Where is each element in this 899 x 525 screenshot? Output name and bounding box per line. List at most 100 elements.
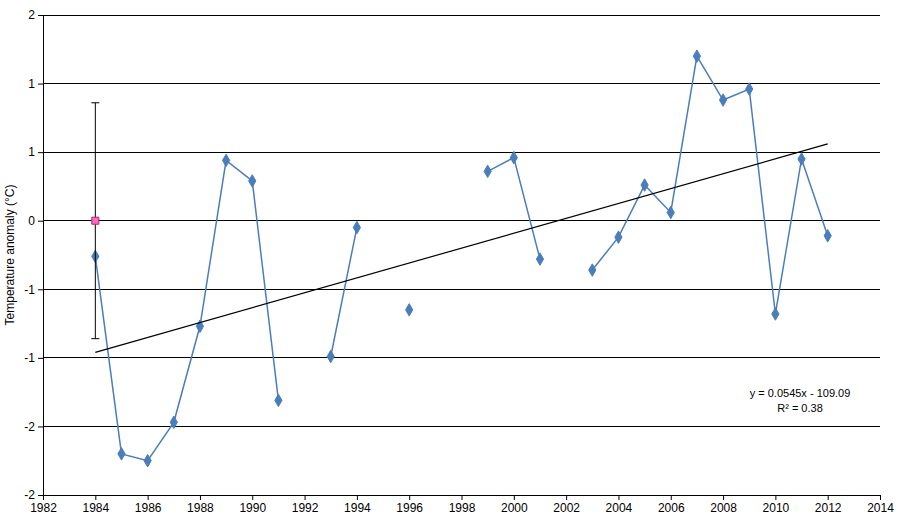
data-point [144,454,151,466]
x-tick: 1990 [239,495,266,515]
y-tick-label: 1 [28,145,35,159]
x-tick-label: 1994 [344,501,371,515]
x-axis: 1982 1984 1986 1988 1990 1992 1994 1996 1998 2000… [30,495,894,515]
y-axis: -2 -2 -1 -1 0 1 1 2 [24,8,43,502]
x-tick-mark [305,495,306,500]
y-tick-label: 0 [28,214,35,228]
x-tick: 2000 [501,495,528,515]
x-tick: 1996 [396,495,423,515]
x-tick-mark [723,495,724,500]
annotation: y = 0.0545x - 109.09 [750,387,851,399]
x-tick-mark [775,495,776,500]
data-point [353,221,360,233]
y-tick-mark [38,221,43,222]
x-tick: 1994 [344,495,371,515]
x-tick-label: 1988 [187,501,214,515]
x-tick-label: 2006 [658,501,685,515]
x-tick-mark [95,495,96,500]
data-point [772,308,779,320]
data-point [222,154,229,166]
x-tick: 2002 [553,495,580,515]
y-tick: -1 [24,351,43,365]
x-tick-label: 2000 [501,501,528,515]
x-tick-label: 1998 [449,501,476,515]
chart: 1982 1984 1986 1988 1990 1992 1994 1996 1998 2000… [0,0,899,525]
y-tick: 1 [28,77,43,91]
y-tick-label: -2 [24,420,35,434]
x-tick-label: 2008 [710,501,737,515]
annotation: R² = 0.38 [777,402,823,414]
x-tick: 2014 [867,495,894,515]
x-tick-mark [409,495,410,500]
x-tick-label: 1982 [30,501,57,515]
x-tick-mark [252,495,253,500]
trend-line [95,144,827,352]
data-point [249,175,256,187]
y-tick-label: -1 [24,351,35,365]
x-tick-mark [200,495,201,500]
grid-line [43,15,880,16]
y-tick: 0 [28,214,43,228]
x-tick-label: 2012 [815,501,842,515]
x-tick: 2008 [710,495,737,515]
y-tick-mark [38,289,43,290]
y-tick-label: -2 [24,488,35,502]
x-tick-label: 1984 [82,501,109,515]
x-tick: 1992 [292,495,319,515]
data-point [589,264,596,276]
x-tick: 2012 [815,495,842,515]
grid-line [43,426,880,427]
x-tick-mark [43,495,44,500]
grid [43,15,880,495]
x-tick-label: 2004 [606,501,633,515]
data-point [719,94,726,106]
error-bar-cap [91,102,99,103]
y-tick: -1 [24,283,43,297]
grid-line [43,83,880,84]
x-tick-mark [828,495,829,500]
data-point [510,151,517,163]
x-tick-label: 1986 [135,501,162,515]
data-point [667,206,674,218]
data-point [170,416,177,428]
data-point [275,394,282,406]
x-tick-mark [618,495,619,500]
y-tick: 1 [28,145,43,159]
y-tick-label: 2 [28,8,35,22]
x-tick-mark [671,495,672,500]
y-tick-mark [38,152,43,153]
data-point [406,304,413,316]
x-tick: 2010 [763,495,790,515]
x-tick: 1988 [187,495,214,515]
grid-line [43,152,880,153]
x-tick: 2004 [606,495,633,515]
data-point [118,448,125,460]
data-point [484,165,491,177]
y-tick-mark [38,495,43,496]
data-point [536,253,543,265]
y-tick-mark [38,15,43,16]
y-tick-mark [38,84,43,85]
y-tick: 2 [28,8,43,22]
x-tick: 2006 [658,495,685,515]
x-tick-label: 1996 [396,501,423,515]
error-bar [91,103,99,339]
data-point [693,50,700,62]
x-tick: 1986 [135,495,162,515]
x-tick-label: 1992 [292,501,319,515]
data-point [615,231,622,243]
x-tick-mark [357,495,358,500]
y-tick-label: 1 [28,77,35,91]
data-point [746,83,753,95]
grid-line [43,289,880,290]
x-tick-label: 1990 [239,501,266,515]
x-tick-mark [880,495,881,500]
data-point [798,153,805,165]
x-tick-mark [514,495,515,500]
y-tick: -2 [24,420,43,434]
x-tick-label: 2010 [763,501,790,515]
y-tick: -2 [24,488,43,502]
y-tick-mark [38,358,43,359]
x-tick-label: 2014 [867,501,894,515]
x-tick-mark [462,495,463,500]
